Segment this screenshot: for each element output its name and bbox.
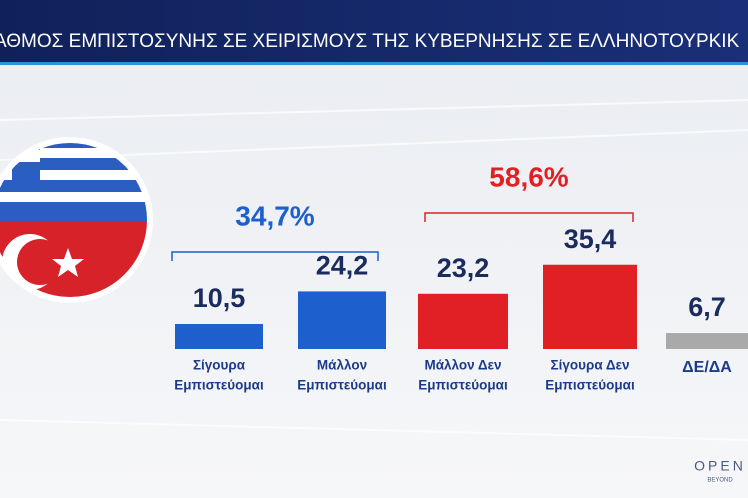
category-label: Σίγουρα Δεν [551,358,630,373]
logo: OPEN [694,458,746,474]
bar [175,324,263,349]
group-label: 58,6% [489,161,568,192]
background-lines [0,99,748,441]
group-label: 34,7% [235,200,314,231]
category-label: Εμπιστεύομαι [174,378,264,393]
value-label: 10,5 [193,283,246,313]
category-label: Μάλλον [317,358,367,373]
category-label: Μάλλον Δεν [424,358,501,373]
value-label: 35,4 [564,224,617,254]
group-bracket [424,212,634,222]
bar [418,293,508,349]
flag-ring [0,137,153,303]
logo-tagline: BEYOND [707,478,733,484]
value-label: 6,7 [688,292,726,322]
category-label: Εμπιστεύομαι [297,378,387,393]
category-label: Σίγουρα [193,358,246,373]
chart-title: ΑΘΜΟΣ ΕΜΠΙΣΤΟΣΥΝΗΣ ΣΕ ΧΕΙΡΙΣΜΟΥΣ ΤΗΣ ΚΥΒ… [0,31,740,52]
bar [666,333,748,349]
value-label: 24,2 [316,251,369,281]
bar [298,291,386,349]
header [0,0,748,62]
bar [543,264,637,349]
category-label: Εμπιστεύομαι [545,378,635,393]
header-rule [0,62,748,65]
group-bracket [171,251,379,261]
category-label: ΔΕ/ΔΑ [682,359,732,376]
category-label: Εμπιστεύομαι [418,378,508,393]
value-label: 23,2 [437,253,490,283]
